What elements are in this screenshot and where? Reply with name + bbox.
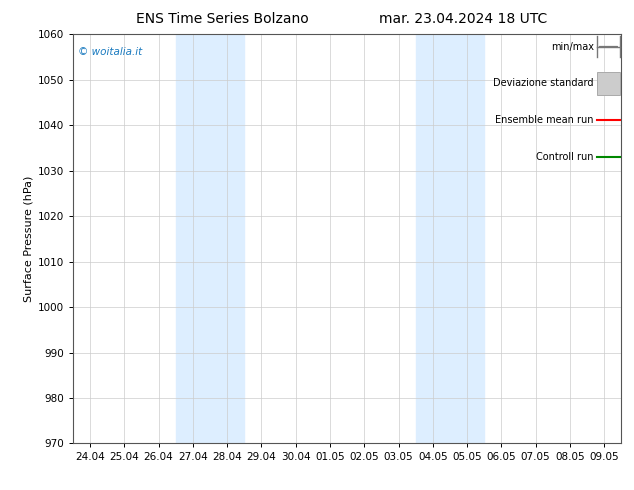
Bar [176, 34, 210, 443]
Bar [210, 34, 244, 443]
Text: Deviazione standard: Deviazione standard [493, 78, 594, 88]
Text: © woitalia.it: © woitalia.it [79, 47, 143, 56]
Y-axis label: Surface Pressure (hPa): Surface Pressure (hPa) [23, 176, 34, 302]
Bar [416, 34, 450, 443]
Text: mar. 23.04.2024 18 UTC: mar. 23.04.2024 18 UTC [378, 12, 547, 26]
Text: ENS Time Series Bolzano: ENS Time Series Bolzano [136, 12, 308, 26]
Bar [597, 72, 620, 95]
Text: min/max: min/max [551, 42, 594, 51]
Text: Controll run: Controll run [536, 152, 594, 162]
Bar [450, 34, 484, 443]
Text: Ensemble mean run: Ensemble mean run [495, 115, 594, 125]
